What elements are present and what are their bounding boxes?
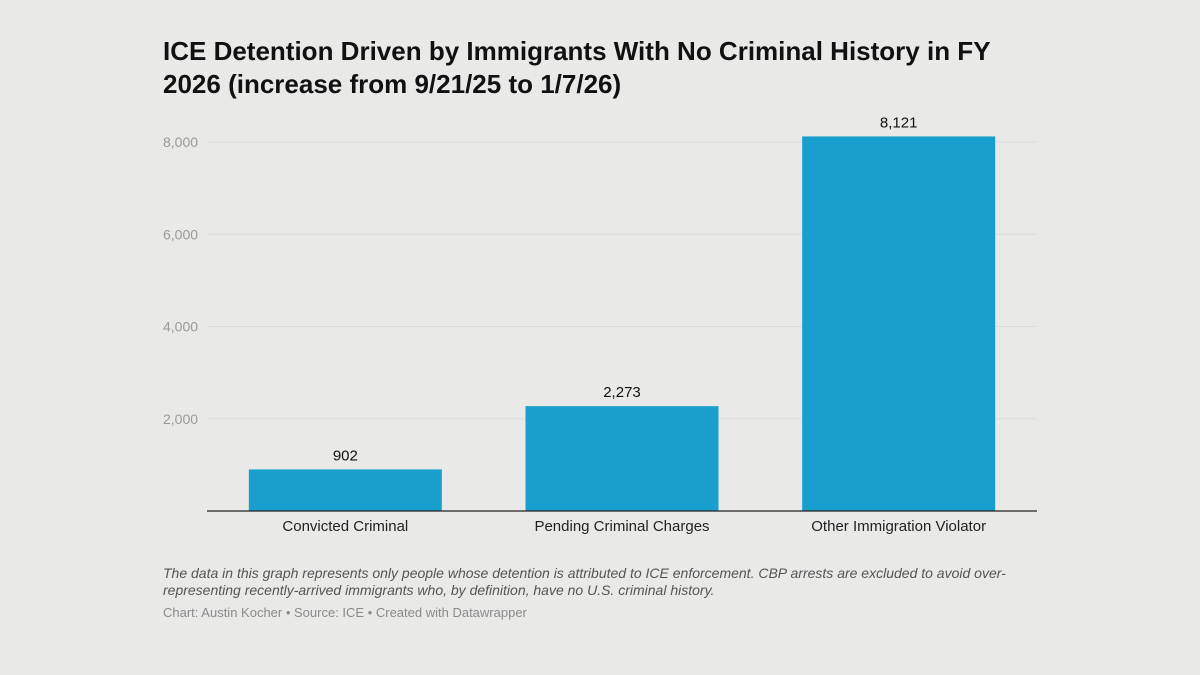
y-tick-label: 6,000	[163, 226, 198, 242]
x-tick-label: Other Immigration Violator	[811, 518, 986, 535]
y-tick-label: 8,000	[163, 134, 198, 150]
y-tick-label: 2,000	[163, 411, 198, 427]
bar-chart: 2,000 4,000 6,000 8,000 902 Convicted Crimina…	[163, 114, 1037, 535]
bar	[802, 136, 996, 511]
chart-note: The data in this graph represents only p…	[163, 565, 1006, 598]
bar	[525, 406, 719, 511]
bar	[248, 469, 442, 511]
chart-title: ICE Detention Driven by Immigrants With …	[163, 36, 991, 99]
y-tick-label: 4,000	[163, 319, 198, 335]
x-tick-label: Convicted Criminal	[282, 518, 408, 535]
data-label: 2,273	[603, 384, 641, 401]
data-label: 8,121	[880, 114, 918, 131]
x-tick-label: Pending Criminal Charges	[534, 518, 709, 535]
chart-byline: Chart: Austin Kocher • Source: ICE • Cre…	[163, 605, 527, 620]
data-label: 902	[333, 447, 358, 464]
